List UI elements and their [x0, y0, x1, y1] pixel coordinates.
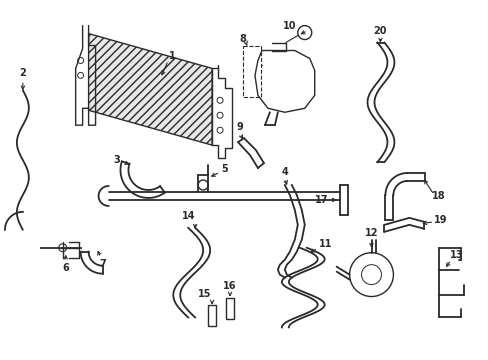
Text: 1: 1 [168, 51, 175, 62]
Text: 15: 15 [198, 289, 211, 298]
Text: 6: 6 [62, 263, 69, 273]
Text: 14: 14 [181, 211, 195, 221]
Text: 10: 10 [283, 21, 296, 31]
Text: 7: 7 [99, 259, 106, 269]
Text: 12: 12 [364, 228, 378, 238]
Text: 17: 17 [314, 195, 328, 205]
Text: 3: 3 [113, 155, 120, 165]
Text: 19: 19 [432, 215, 446, 225]
Text: 8: 8 [239, 33, 246, 44]
Text: 2: 2 [20, 68, 26, 78]
Text: 5: 5 [221, 164, 228, 174]
Text: 13: 13 [449, 250, 463, 260]
Text: 9: 9 [236, 122, 243, 132]
Text: 16: 16 [223, 280, 236, 291]
Text: 18: 18 [431, 191, 445, 201]
Text: 11: 11 [318, 239, 332, 249]
Text: 4: 4 [281, 167, 287, 177]
Text: 20: 20 [373, 26, 386, 36]
Polygon shape [88, 33, 212, 145]
